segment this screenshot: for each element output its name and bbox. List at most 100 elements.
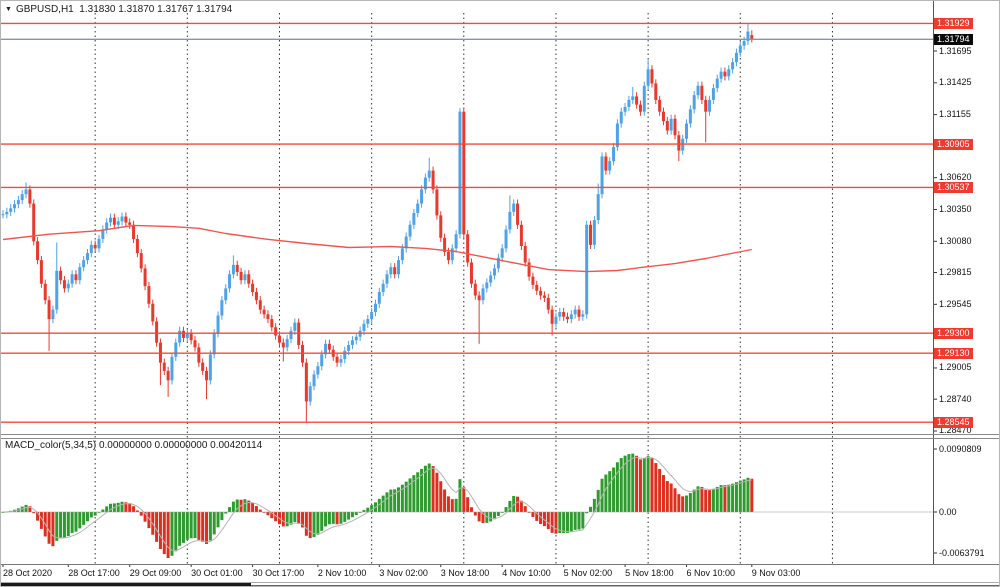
- price-axis-label: 1.29005: [939, 362, 972, 373]
- candle-body: [166, 370, 170, 381]
- macd-histogram-bar: [485, 512, 489, 523]
- time-axis-label: 3 Nov 18:00: [440, 568, 490, 578]
- time-axis-label: 28 Oct 17:00: [68, 568, 120, 578]
- macd-histogram-bar: [128, 503, 132, 512]
- candle-body: [82, 260, 86, 268]
- macd-histogram-bar: [266, 512, 270, 516]
- indicator-title: MACD_color(5,34,5) 0.00000000 0.00000000…: [5, 440, 262, 451]
- macd-histogram-bar: [516, 496, 520, 512]
- macd-histogram-bar: [558, 512, 562, 534]
- macd-histogram-bar: [231, 501, 235, 512]
- macd-histogram-bar: [281, 512, 285, 527]
- candle-body: [393, 267, 397, 275]
- macd-histogram-bar: [205, 512, 209, 544]
- macd-histogram-bar: [362, 510, 366, 512]
- macd-histogram-bar: [389, 489, 393, 512]
- macd-histogram-bar: [350, 512, 354, 518]
- macd-histogram-bar: [608, 471, 612, 512]
- candle-body: [285, 339, 289, 348]
- macd-histogram-bar: [74, 512, 78, 532]
- macd-histogram-bar: [650, 458, 654, 512]
- candle-body: [32, 203, 36, 242]
- candle-body: [85, 253, 89, 261]
- candle-body: [193, 340, 197, 348]
- macd-histogram-bar: [143, 512, 147, 522]
- candle-body: [469, 262, 473, 284]
- candle-body: [623, 106, 627, 112]
- pane-divider-top[interactable]: [1, 434, 999, 435]
- macd-histogram-bar: [531, 512, 535, 517]
- horizontal-scrollbar-thumb[interactable]: [1, 583, 251, 586]
- price-axis-label: 1.28470: [939, 425, 972, 436]
- macd-histogram-bar: [366, 507, 370, 512]
- macd-histogram-bar: [189, 512, 193, 539]
- time-axis-label: 5 Nov 02:00: [563, 568, 613, 578]
- macd-histogram-bar: [201, 512, 205, 542]
- candle-body: [324, 343, 328, 355]
- axis-separator: [933, 1, 934, 564]
- macd-histogram-bar: [89, 512, 93, 518]
- macd-histogram-bar: [197, 512, 201, 540]
- candle-body: [531, 276, 535, 285]
- candle-body: [235, 264, 239, 272]
- macd-histogram-bar: [500, 512, 504, 513]
- macd-histogram-bar: [139, 512, 143, 516]
- macd-histogram-bar: [105, 506, 109, 512]
- candle-body: [527, 262, 531, 277]
- macd-histogram-bar: [1, 512, 5, 513]
- macd-histogram-bar: [381, 495, 385, 512]
- macd-histogram-bar: [397, 487, 401, 512]
- macd-histogram-bar: [685, 495, 689, 512]
- candle-body: [116, 221, 120, 225]
- time-axis-label: 30 Oct 01:00: [191, 568, 243, 578]
- candle-body: [239, 271, 243, 281]
- candle-body: [112, 217, 116, 225]
- indicator-name: MACD_color(5,34,5): [5, 440, 97, 451]
- macd-histogram-bar: [120, 501, 124, 512]
- macd-histogram-bar: [308, 512, 312, 539]
- candle-body: [354, 336, 358, 341]
- candle-body: [742, 40, 746, 46]
- moving-average-line: [2, 224, 752, 273]
- macd-histogram-bar: [262, 512, 266, 513]
- candle-body: [631, 96, 635, 100]
- macd-histogram-bar: [339, 512, 343, 524]
- candle-body: [589, 224, 593, 245]
- macd-histogram-bar: [24, 504, 28, 512]
- macd-histogram-bar: [669, 483, 673, 512]
- candle-body: [412, 213, 416, 225]
- macd-histogram-bar: [116, 502, 120, 512]
- macd-histogram-bar: [70, 512, 74, 534]
- macd-histogram-bar: [166, 512, 170, 558]
- macd-histogram-bar: [523, 506, 527, 512]
- candle-body: [1, 214, 5, 216]
- candle-body: [101, 229, 105, 239]
- candle-body: [277, 335, 281, 343]
- candle-body: [189, 333, 193, 341]
- time-axis-label: 4 Nov 10:00: [502, 568, 551, 578]
- candle-body: [308, 386, 312, 402]
- macd-histogram-bar: [731, 483, 735, 512]
- candle-body: [615, 123, 619, 148]
- macd-histogram-bar: [596, 489, 600, 512]
- macd-histogram-bar: [519, 500, 523, 512]
- indicator-axis-label: -0.0063791: [939, 547, 985, 558]
- candle-body: [420, 189, 424, 204]
- macd-histogram-bar: [661, 475, 665, 512]
- pane-divider-bottom[interactable]: [1, 438, 999, 439]
- macd-histogram-bar: [466, 497, 470, 512]
- macd-histogram-bar: [412, 475, 416, 512]
- candle-body: [619, 111, 623, 124]
- macd-histogram-bar: [28, 506, 32, 512]
- candle-body: [181, 330, 185, 338]
- macd-histogram-bar: [665, 481, 669, 512]
- macd-histogram-bar: [704, 489, 708, 512]
- candle-body: [216, 315, 220, 334]
- macd-histogram-bar: [404, 481, 408, 512]
- horizontal-scrollbar-track[interactable]: [1, 585, 999, 586]
- macd-histogram-bar: [539, 512, 543, 525]
- symbol-dropdown-icon[interactable]: ▼: [5, 6, 12, 13]
- macd-histogram-bar: [36, 512, 40, 521]
- macd-histogram-bar: [439, 481, 443, 512]
